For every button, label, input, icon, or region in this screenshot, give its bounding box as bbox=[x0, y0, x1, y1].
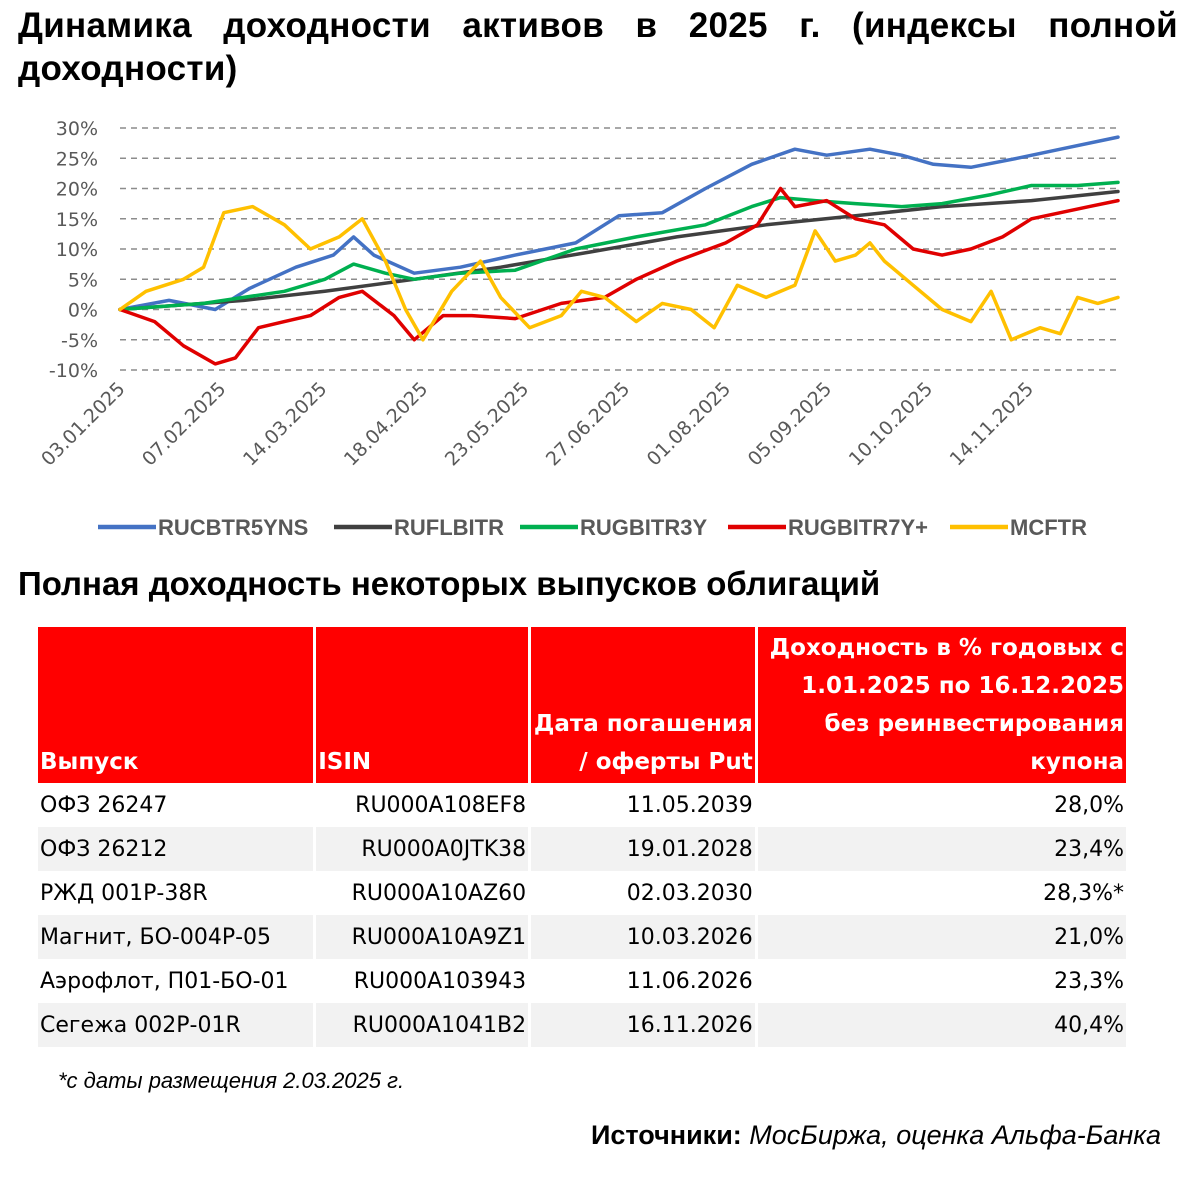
cell-date: 02.03.2030 bbox=[529, 871, 758, 915]
chart-legend: RUCBTR5YNS RUFLBITR RUGBITR3Y RUGBITR7Y+ MCF… bbox=[98, 515, 1087, 540]
cell-issue: ОФЗ 26212 bbox=[38, 827, 317, 871]
cell-date: 16.11.2026 bbox=[529, 1003, 758, 1047]
cell-isin: RU000A0JTK38 bbox=[314, 827, 532, 871]
table-row: Магнит, БО-004Р-05 RU000A10A9Z1 10.03.20… bbox=[38, 915, 1126, 959]
table-row: РЖД 001Р-38R RU000A10AZ60 02.03.2030 28,… bbox=[38, 871, 1126, 915]
source-note: Источники: МосБиржа, оценка Альфа-Банка bbox=[591, 1120, 1161, 1151]
y-tick-label: 5% bbox=[68, 269, 98, 291]
chart-series bbox=[118, 135, 1120, 366]
bond-table: Выпуск ISIN Дата погашения / оферты Put … bbox=[38, 627, 1126, 1047]
cell-isin: RU000A103943 bbox=[314, 959, 532, 1003]
x-tick-label: 18.04.2025 bbox=[340, 378, 432, 470]
x-tick-label: 23.05.2025 bbox=[441, 378, 533, 470]
header-issue: Выпуск bbox=[38, 627, 317, 783]
cell-yield: 28,0% bbox=[1054, 792, 1124, 818]
cell-date: 19.01.2028 bbox=[529, 827, 758, 871]
series-line-rugbitr7y bbox=[118, 186, 1120, 366]
legend-label: RUCBTR5YNS bbox=[158, 515, 308, 540]
y-tick-label: 20% bbox=[56, 179, 98, 201]
cell-yield: 28,3%* bbox=[1043, 880, 1124, 906]
y-tick-label: 25% bbox=[56, 148, 98, 170]
x-tick-label: 07.02.2025 bbox=[138, 378, 230, 470]
x-tick-label: 27.06.2025 bbox=[542, 378, 634, 470]
legend-label: RUGBITR7Y+ bbox=[788, 515, 928, 540]
y-tick-label: 0% bbox=[68, 300, 98, 322]
x-tick-label: 03.01.2025 bbox=[37, 378, 129, 470]
series-line-mcftr bbox=[118, 204, 1120, 342]
chart-title: Динамика доходности активов в 2025 г. (и… bbox=[18, 6, 1178, 88]
header-yield: Доходность в % годовых с 1.01.2025 по 16… bbox=[756, 627, 1126, 783]
x-axis-ticks: 03.01.2025 07.02.2025 14.03.2025 18.04.2025… bbox=[37, 378, 1038, 470]
line-chart: -10% -5% 0% 5% 10% 15% 20% 25% 30% 03.01.2025 07.… bbox=[37, 118, 1120, 540]
x-tick-label: 14.11.2025 bbox=[946, 378, 1038, 470]
series-line-rucbtr5yns bbox=[118, 135, 1120, 312]
header-maturity-date: Дата погашения / оферты Put bbox=[529, 627, 758, 783]
cell-isin: RU000A1041B2 bbox=[314, 1003, 532, 1047]
cell-date: 10.03.2026 bbox=[529, 915, 758, 959]
cell-yield: 23,4% bbox=[756, 827, 1126, 871]
y-axis-ticks: -10% -5% 0% 5% 10% 15% 20% 25% 30% bbox=[49, 118, 98, 382]
cell-date: 11.06.2026 bbox=[529, 959, 758, 1003]
table-row: Сегежа 002Р-01R RU000A1041B2 16.11.2026 … bbox=[38, 1003, 1126, 1047]
y-tick-label: 15% bbox=[56, 209, 98, 231]
legend-label: RUFLBITR bbox=[394, 515, 504, 540]
table-title: Полная доходность некоторых выпусков обл… bbox=[18, 565, 881, 602]
cell-isin: RU000A108EF8 bbox=[314, 783, 532, 827]
cell-yield: 23,3% bbox=[1054, 968, 1124, 994]
y-tick-label: 10% bbox=[56, 239, 98, 261]
table-row: ОФЗ 26212 RU000A0JTK38 19.01.2028 23,4% bbox=[38, 827, 1126, 871]
source-text: МосБиржа, оценка Альфа-Банка bbox=[741, 1120, 1161, 1150]
x-tick-label: 14.03.2025 bbox=[239, 378, 331, 470]
cell-yield: 21,0% bbox=[756, 915, 1126, 959]
cell-issue: ОФЗ 26247 bbox=[38, 783, 317, 827]
series-line-ruflbitr bbox=[118, 189, 1120, 312]
table-row: ОФЗ 26247 RU000A108EF8 11.05.2039 28,0% bbox=[38, 783, 1126, 827]
cell-issue: Аэрофлот, П01-БО-01 bbox=[38, 959, 317, 1003]
y-tick-label: 30% bbox=[56, 118, 98, 140]
table-header-row: Выпуск ISIN Дата погашения / оферты Put … bbox=[38, 627, 1126, 783]
cell-issue: Сегежа 002Р-01R bbox=[38, 1003, 317, 1047]
cell-issue: РЖД 001Р-38R bbox=[38, 871, 317, 915]
table-row: Аэрофлот, П01-БО-01 RU000A103943 11.06.2… bbox=[38, 959, 1126, 1003]
x-tick-label: 05.09.2025 bbox=[744, 378, 836, 470]
cell-yield: 40,4% bbox=[756, 1003, 1126, 1047]
y-tick-label: -5% bbox=[61, 330, 98, 352]
cell-isin: RU000A10A9Z1 bbox=[314, 915, 532, 959]
y-tick-label: -10% bbox=[49, 360, 98, 382]
cell-issue: Магнит, БО-004Р-05 bbox=[38, 915, 317, 959]
legend-label: MCFTR bbox=[1010, 515, 1087, 540]
source-label: Источники: bbox=[590, 1120, 742, 1150]
cell-date: 11.05.2039 bbox=[529, 783, 758, 827]
series-line-rugbitr3y bbox=[118, 180, 1120, 312]
footnote: *с даты размещения 2.03.2025 г. bbox=[58, 1068, 405, 1093]
x-tick-label: 01.08.2025 bbox=[643, 378, 735, 470]
chart-grid bbox=[120, 127, 1118, 371]
header-isin: ISIN bbox=[314, 627, 532, 783]
cell-isin: RU000A10AZ60 bbox=[314, 871, 532, 915]
x-tick-label: 10.10.2025 bbox=[845, 378, 937, 470]
legend-label: RUGBITR3Y bbox=[580, 515, 707, 540]
